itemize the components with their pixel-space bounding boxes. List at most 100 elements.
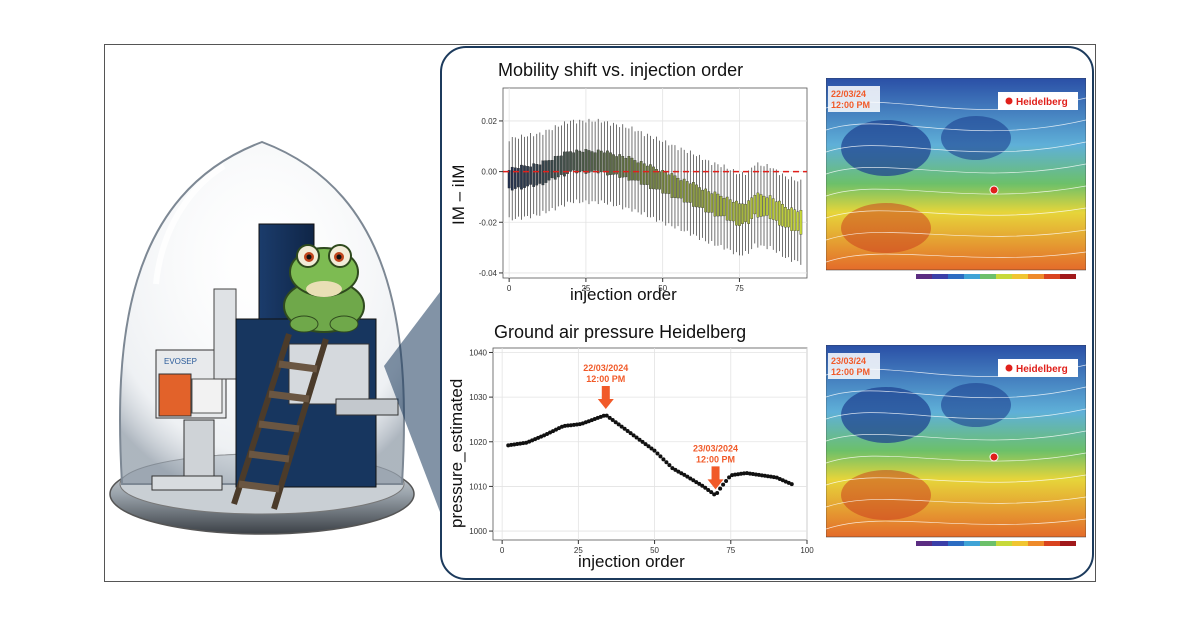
chart2-annotation-date: 23/03/2024 [693,443,738,453]
chart2-point [610,418,615,423]
chart2-point [747,471,752,476]
map-location-dot [989,452,999,462]
map-isobar [826,207,1086,219]
chart2-plot-area [492,347,808,541]
chart1-title: Mobility shift vs. injection order [498,60,744,80]
chart1-box [747,200,751,224]
map-colorbar-segment [964,274,980,279]
chart1-box [692,182,695,207]
chart1-box [713,191,717,217]
chart2-point [673,467,678,472]
map-location-dot [989,185,999,195]
map-colorbar-segment [932,274,948,279]
chart1-xtick-label: 25 [581,284,590,293]
chart2-point [733,472,738,477]
chart2-point [613,420,618,425]
chart1-box [572,152,575,171]
chart1-box [704,188,708,213]
chart1-box [645,165,649,185]
chart1-box [563,151,566,177]
chart2-point [774,475,779,480]
chart2-point [712,492,717,497]
chart2-xtick-label: 0 [500,546,505,555]
chart1-box [630,157,634,181]
chart1-box [529,166,532,185]
chart1-box [673,175,677,198]
chart2-annotation-time: 12:00 PM [586,374,625,384]
chart2-ytick-label: 1030 [469,393,487,402]
map-low-pressure [941,383,1011,427]
map-isobar [826,251,1086,263]
chart2-point [679,471,684,476]
map-colorbar-segment [1044,541,1060,546]
chart1-box [707,191,711,213]
chart2-point [709,490,714,495]
chart2-point [670,466,675,471]
chart2-point [649,446,654,451]
chart1-box [618,154,622,178]
chart2-point [625,428,630,433]
map-colorbar-segment [932,541,948,546]
chart2-point [727,475,732,480]
chart1-box [581,151,585,172]
map-colorbar-segment [980,274,996,279]
chart1-box [547,160,551,181]
chart1-box [682,178,686,203]
chart2-point [780,478,785,483]
chart1-box [593,152,597,171]
chart1-xtick-label: 50 [658,284,667,293]
chart2-point [783,479,788,484]
chart2-point [607,415,612,420]
map-isobar [826,408,1086,420]
map-colorbar-segment [916,274,932,279]
map-isobar [826,229,1086,241]
map-colorbar-segment [1012,541,1028,546]
map-high-pressure [841,470,931,520]
chart2-point [604,413,609,418]
chart1-box [676,177,680,199]
chart1-box [649,164,652,189]
chart2-ytick-label: 1040 [469,348,487,357]
chart1-box [738,203,741,226]
pressure-chart: 1000 1010 1020 1030 1040 0 25 50 75 100 22/03/2024… [469,347,814,555]
chart2-point [786,480,791,485]
chart2-point [568,423,573,428]
map-legend-label: Heidelberg [1016,364,1068,375]
chart2-point [631,433,636,438]
map-colorbar-segment [996,274,1012,279]
glass-dome-illustration: EVOSEP [109,140,440,535]
chart2-point [730,473,735,478]
chart2-point [571,422,576,427]
chart2-point [628,431,633,436]
chart2-point [640,439,645,444]
map-isobar [826,163,1086,175]
chart1-box [658,171,661,190]
chart2-point [565,423,570,428]
chart1-box [756,192,760,218]
map-isobar [826,496,1086,508]
chart2-point [643,442,648,447]
chart1-box [753,194,757,215]
chart1-box [667,174,671,194]
chart2-point [658,454,663,459]
chart1-box [781,203,784,227]
map-colorbar-segment [948,541,964,546]
chart2-point [601,413,606,418]
chart2-point [756,472,761,477]
chart2-point [518,441,523,446]
chart2-point [742,471,747,476]
chart2-ytick-label: 1010 [469,482,487,491]
chart1-ytick-label: 0.02 [481,117,497,126]
chart1-box [685,181,689,203]
map-colorbar-segment [1060,541,1076,546]
chart2-point [724,478,729,483]
chart1-box [768,195,772,219]
chart2-point [637,437,642,442]
chart1-xtick-label: 0 [507,284,512,293]
map-low-pressure [841,120,931,176]
frog [283,244,365,333]
chart2-point [512,442,517,447]
chart2-point [765,474,770,479]
chart2-xtick-label: 25 [574,546,583,555]
chart1-box [535,163,539,186]
